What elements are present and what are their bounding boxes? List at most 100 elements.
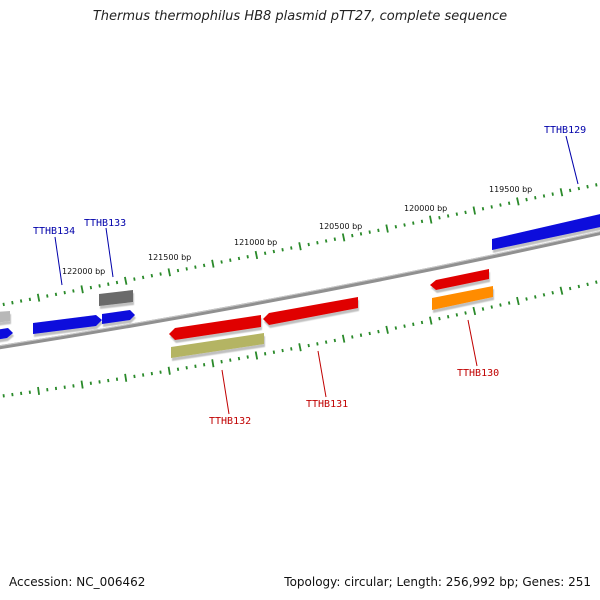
sequence-backbone-highlight (0, 231, 600, 347)
minor-tick (246, 355, 249, 359)
coordinate-label: 120500 bp (319, 222, 362, 231)
sequence-backbone (0, 231, 600, 350)
major-tick (124, 373, 128, 382)
coordinate-label: 122000 bp (62, 267, 105, 276)
topology-summary: Topology: circular; Length: 256,992 bp; … (284, 575, 591, 589)
minor-tick (246, 255, 249, 259)
gene-blue-partial[interactable] (0, 328, 13, 340)
minor-tick (28, 390, 31, 394)
gene-tthb131[interactable] (263, 297, 358, 325)
major-tick (516, 197, 520, 206)
minor-tick (446, 214, 450, 218)
minor-tick (403, 223, 406, 227)
major-tick (254, 351, 259, 360)
minor-tick (377, 329, 380, 334)
minor-tick (403, 324, 406, 328)
minor-tick (176, 268, 180, 273)
major-tick (211, 259, 215, 268)
minor-tick (464, 311, 467, 315)
minor-tick (420, 219, 424, 224)
minor-tick (394, 326, 398, 330)
major-tick (80, 285, 84, 294)
minor-tick (595, 280, 598, 284)
leader-line (565, 135, 579, 185)
minor-tick (220, 260, 223, 264)
reverse-genes (169, 269, 493, 358)
gene-tthb133[interactable] (102, 310, 135, 324)
minor-tick (281, 248, 284, 252)
minor-tick (377, 228, 380, 233)
minor-tick (159, 272, 162, 276)
leader-line (54, 236, 63, 286)
minor-tick (11, 300, 14, 305)
major-tick (559, 286, 564, 295)
minor-tick (194, 265, 197, 269)
minor-tick (551, 192, 554, 196)
minor-tick (490, 305, 493, 309)
minor-tick (586, 184, 589, 189)
minor-tick (54, 292, 58, 297)
gene-tthb132[interactable] (169, 315, 261, 340)
minor-tick (359, 333, 363, 337)
major-tick (341, 233, 346, 242)
minor-tick (89, 285, 93, 290)
minor-tick (490, 205, 493, 209)
gene-label-tthb134[interactable]: TTHB134 (33, 226, 75, 237)
minor-tick (159, 370, 162, 374)
major-tick (211, 359, 215, 368)
gene-label-tthb130[interactable]: TTHB130 (457, 368, 499, 379)
minor-tick (290, 347, 293, 351)
forward-genes (0, 213, 600, 340)
minor-tick (202, 263, 206, 268)
gene-light-partial[interactable] (0, 311, 10, 323)
minor-tick (237, 356, 241, 361)
minor-tick (176, 367, 180, 371)
minor-tick (89, 381, 92, 385)
major-tick (385, 325, 389, 334)
minor-tick (577, 186, 581, 191)
gene-label-tthb133[interactable]: TTHB133 (84, 218, 126, 229)
minor-tick (237, 256, 241, 261)
coordinate-label: 120000 bp (404, 204, 447, 213)
leader-line (105, 227, 114, 278)
gene-tthb133-other[interactable] (99, 290, 133, 306)
minor-tick (264, 352, 267, 356)
minor-tick (307, 343, 310, 348)
minor-tick (194, 364, 197, 369)
minor-tick (586, 282, 589, 287)
coordinate-label: 121000 bp (234, 238, 277, 247)
gene-label-tthb132[interactable]: TTHB132 (209, 416, 251, 427)
major-tick (559, 188, 564, 197)
minor-tick (19, 299, 23, 303)
gene-tthb130-rna[interactable] (432, 286, 493, 310)
minor-tick (595, 183, 598, 187)
minor-tick (185, 267, 188, 271)
label-leaders (54, 135, 579, 415)
minor-tick (272, 350, 276, 354)
minor-tick (220, 359, 223, 364)
minor-tick (133, 374, 136, 379)
gene-label-tthb129[interactable]: TTHB129 (544, 125, 586, 136)
minor-tick (551, 290, 554, 295)
minor-tick (507, 201, 511, 205)
major-tick (254, 250, 259, 260)
map-title: Thermus thermophilus HB8 plasmid pTT27, … (92, 9, 508, 24)
minor-tick (98, 380, 101, 384)
gene-tthb134[interactable] (33, 315, 102, 334)
minor-tick (464, 210, 467, 215)
gene-labels: TTHB134 TTHB133 TTHB129 TTHB132 TTHB131 … (33, 125, 586, 427)
gene-tthb132-pseudo[interactable] (171, 333, 264, 358)
minor-tick (499, 303, 502, 307)
gene-tthb129[interactable] (492, 213, 600, 250)
minor-tick (534, 295, 537, 299)
gene-tthb130[interactable] (430, 269, 489, 290)
minor-tick (307, 242, 310, 247)
minor-tick (351, 335, 354, 339)
major-tick (37, 386, 40, 396)
accession-text: Accession: NC_006462 (9, 575, 146, 589)
gene-label-tthb131[interactable]: TTHB131 (306, 399, 348, 410)
major-tick (80, 380, 84, 389)
minor-tick (577, 284, 581, 289)
minor-tick (115, 280, 119, 285)
minor-tick (281, 348, 284, 353)
